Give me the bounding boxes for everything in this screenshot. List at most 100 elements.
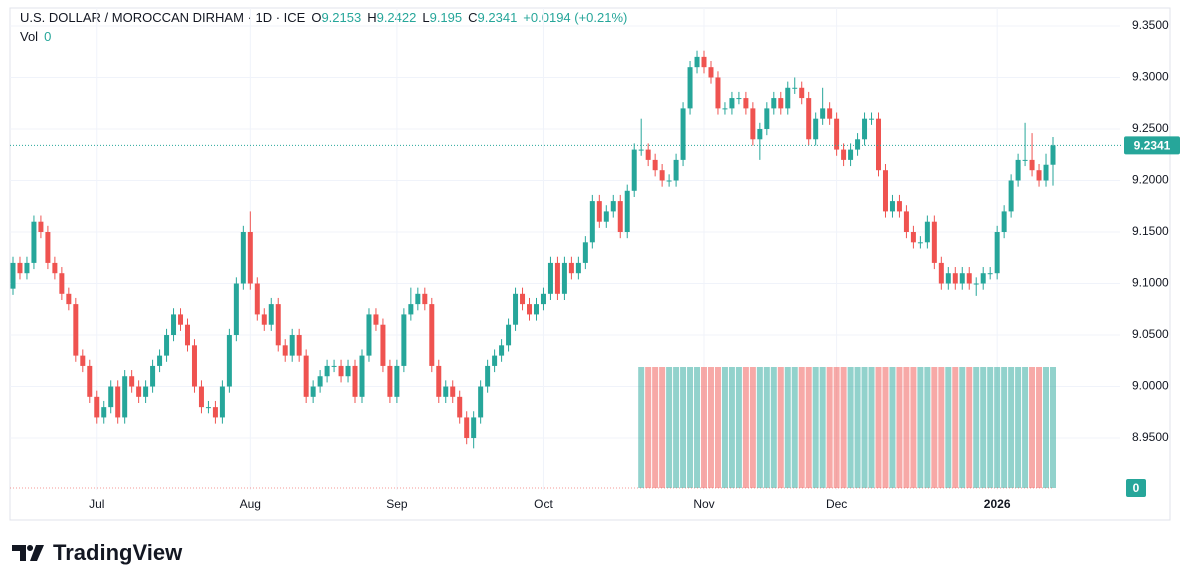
candle-body xyxy=(666,180,672,182)
volume-value: 0 xyxy=(44,29,51,44)
volume-bar xyxy=(1001,367,1008,488)
volume-bar xyxy=(840,367,847,488)
volume-bar xyxy=(721,367,728,488)
volume-bar xyxy=(1015,367,1022,488)
brand-icon xyxy=(12,545,44,561)
candle-body xyxy=(806,98,812,140)
volume-bar xyxy=(1036,367,1043,488)
candle-body xyxy=(136,386,142,397)
volume-bar xyxy=(1050,367,1056,488)
volume-bar xyxy=(924,367,931,488)
candle-body xyxy=(429,304,435,366)
x-tick-label: Jul xyxy=(89,497,104,511)
candle-body xyxy=(387,365,393,397)
candle-body xyxy=(575,262,581,274)
candle-body xyxy=(527,304,533,315)
candle-body xyxy=(191,345,197,387)
y-tick-label: 9.0000 xyxy=(1132,379,1169,393)
candle-body xyxy=(282,345,288,356)
x-tick-label: 2026 xyxy=(984,497,1011,511)
candle-body xyxy=(212,407,218,418)
x-tick-label: Sep xyxy=(386,497,408,511)
candle-body xyxy=(596,201,602,222)
volume-bar xyxy=(749,367,756,488)
candle-body xyxy=(261,314,267,325)
candle-body xyxy=(478,386,484,418)
volume-bar xyxy=(694,367,701,488)
candle-body xyxy=(624,190,630,233)
candle-body xyxy=(317,376,323,387)
candle-body xyxy=(184,324,190,346)
candle-body xyxy=(764,108,770,129)
volume-bar xyxy=(770,367,777,488)
candle-body xyxy=(450,386,456,397)
candle-body xyxy=(617,201,623,233)
candle-body xyxy=(785,87,791,109)
candle-body xyxy=(233,283,239,336)
candle-body xyxy=(687,67,693,109)
last-price-label: 9.2341 xyxy=(1134,139,1171,153)
volume-bar xyxy=(994,367,1001,488)
candle-body xyxy=(59,273,65,294)
y-tick-label: 9.0500 xyxy=(1132,327,1169,341)
candle-body xyxy=(1029,159,1035,171)
candle-body xyxy=(87,365,93,397)
candle-body xyxy=(540,293,546,305)
candle-body xyxy=(820,108,826,119)
candle-body xyxy=(115,386,121,418)
candle-body xyxy=(310,386,316,397)
candle-body xyxy=(694,56,700,68)
volume-bar xyxy=(847,367,854,488)
candle-body xyxy=(952,273,958,284)
candle-body xyxy=(254,283,260,315)
volume-bar xyxy=(701,367,708,488)
candle-body xyxy=(903,211,909,233)
volume-bar xyxy=(938,367,945,488)
candle-body xyxy=(52,262,58,274)
ohlc-label: L xyxy=(422,10,429,25)
volume-bar xyxy=(959,367,966,488)
volume-bar xyxy=(812,367,819,488)
candle-body xyxy=(652,159,658,171)
candle-body xyxy=(1008,180,1014,212)
candle-body xyxy=(101,407,107,418)
candle-body xyxy=(924,221,930,243)
candle-body xyxy=(171,314,177,336)
volume-bar xyxy=(791,367,798,488)
volume-label: Vol xyxy=(20,29,38,44)
volume-bar xyxy=(707,367,714,488)
candle-body xyxy=(422,293,428,305)
candle-body xyxy=(547,262,553,294)
candle-body xyxy=(603,211,609,222)
candle-body xyxy=(645,149,651,160)
candle-body xyxy=(757,128,763,140)
ohlc-label: O xyxy=(311,10,321,25)
candle-body xyxy=(973,283,979,285)
volume-bar xyxy=(868,367,875,488)
volume-bar xyxy=(784,367,791,488)
candle-body xyxy=(631,149,637,191)
candle-body xyxy=(827,108,833,119)
candle-body xyxy=(240,232,246,284)
candle-body xyxy=(401,314,407,366)
candle-body xyxy=(987,273,993,275)
candle-body xyxy=(471,417,477,439)
volume-bar xyxy=(742,367,749,488)
candle-body xyxy=(366,314,372,356)
volume-bar xyxy=(645,367,652,488)
candle-body xyxy=(45,232,51,263)
volume-bar xyxy=(1008,367,1015,488)
volume-axis-label: 0 xyxy=(1133,481,1140,495)
candle-body xyxy=(715,77,721,109)
candle-body xyxy=(66,293,72,305)
candle-body xyxy=(80,355,86,366)
candle-body xyxy=(38,221,44,233)
y-tick-label: 9.3500 xyxy=(1132,18,1169,32)
candle-body xyxy=(792,87,798,89)
ohlc-label: H xyxy=(367,10,376,25)
candle-body xyxy=(722,108,728,110)
candle-body xyxy=(275,304,281,346)
candle-body xyxy=(338,365,344,377)
volume-bar xyxy=(1029,367,1036,488)
